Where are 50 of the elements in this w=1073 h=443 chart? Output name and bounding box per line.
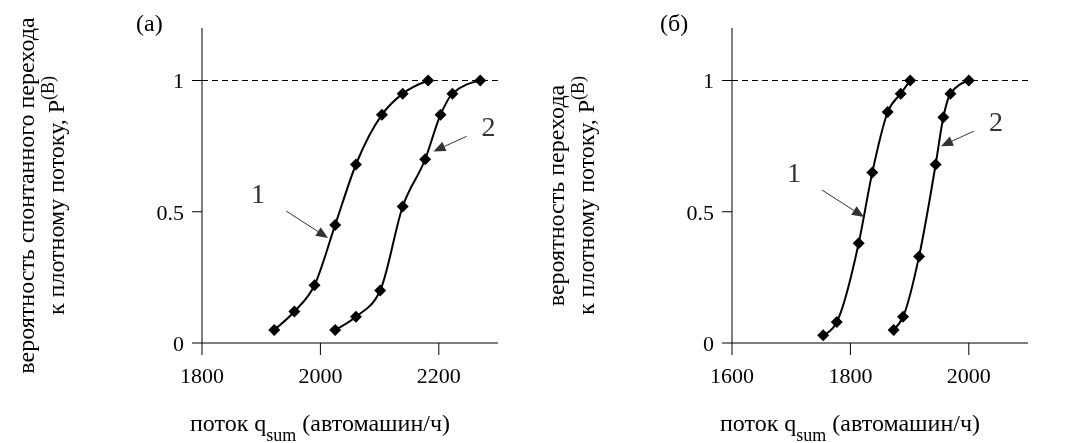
- point: [881, 106, 894, 118]
- x-axis-title: поток q$_{sum}$ (автомашин/ч): [719, 410, 981, 443]
- point: [446, 87, 459, 100]
- annotation: 2: [988, 106, 1003, 138]
- point: [396, 200, 409, 213]
- x-axis-title: поток q$_{sum}$ (автомашин/ч): [189, 410, 451, 443]
- point: [866, 166, 879, 179]
- point: [349, 310, 362, 323]
- point: [419, 153, 432, 166]
- chart-title: (a): [136, 10, 163, 37]
- y-tick-label: 0.5: [156, 199, 184, 225]
- point: [434, 108, 447, 121]
- point: [944, 87, 957, 100]
- point: [830, 316, 843, 328]
- point: [308, 279, 321, 292]
- point: [268, 323, 281, 336]
- x-tick-label: 1600: [710, 362, 754, 388]
- point: [913, 250, 926, 263]
- y-tick-label: 0: [703, 330, 714, 356]
- annotation: 1: [251, 178, 266, 209]
- point: [374, 284, 387, 297]
- point: [929, 158, 942, 171]
- x-tick-label: 1800: [180, 362, 224, 388]
- point: [887, 323, 900, 336]
- point: [817, 329, 830, 342]
- y-tick-label: 0.5: [686, 199, 714, 225]
- point: [349, 158, 362, 171]
- point: [904, 74, 917, 87]
- x-tick-label: 2000: [946, 362, 991, 388]
- point: [852, 237, 865, 250]
- point: [375, 108, 388, 121]
- x-tick-label: 2200: [416, 362, 461, 388]
- y-tick-label: 0: [173, 330, 184, 356]
- x-tick-label: 1800: [828, 362, 873, 388]
- point: [962, 74, 975, 87]
- point: [894, 87, 907, 100]
- point: [288, 305, 301, 318]
- annotation: 1: [787, 157, 802, 188]
- point: [329, 218, 342, 231]
- y-tick-label: 1: [173, 68, 184, 94]
- annotation: 2: [481, 111, 496, 143]
- point: [897, 310, 910, 323]
- point: [329, 323, 342, 336]
- point: [937, 111, 950, 124]
- point: [396, 87, 409, 100]
- x-tick-label: 2000: [298, 362, 343, 388]
- chart-title: (б): [660, 10, 689, 37]
- y-tick-label: 1: [703, 68, 714, 94]
- point: [422, 74, 435, 87]
- point: [474, 74, 487, 87]
